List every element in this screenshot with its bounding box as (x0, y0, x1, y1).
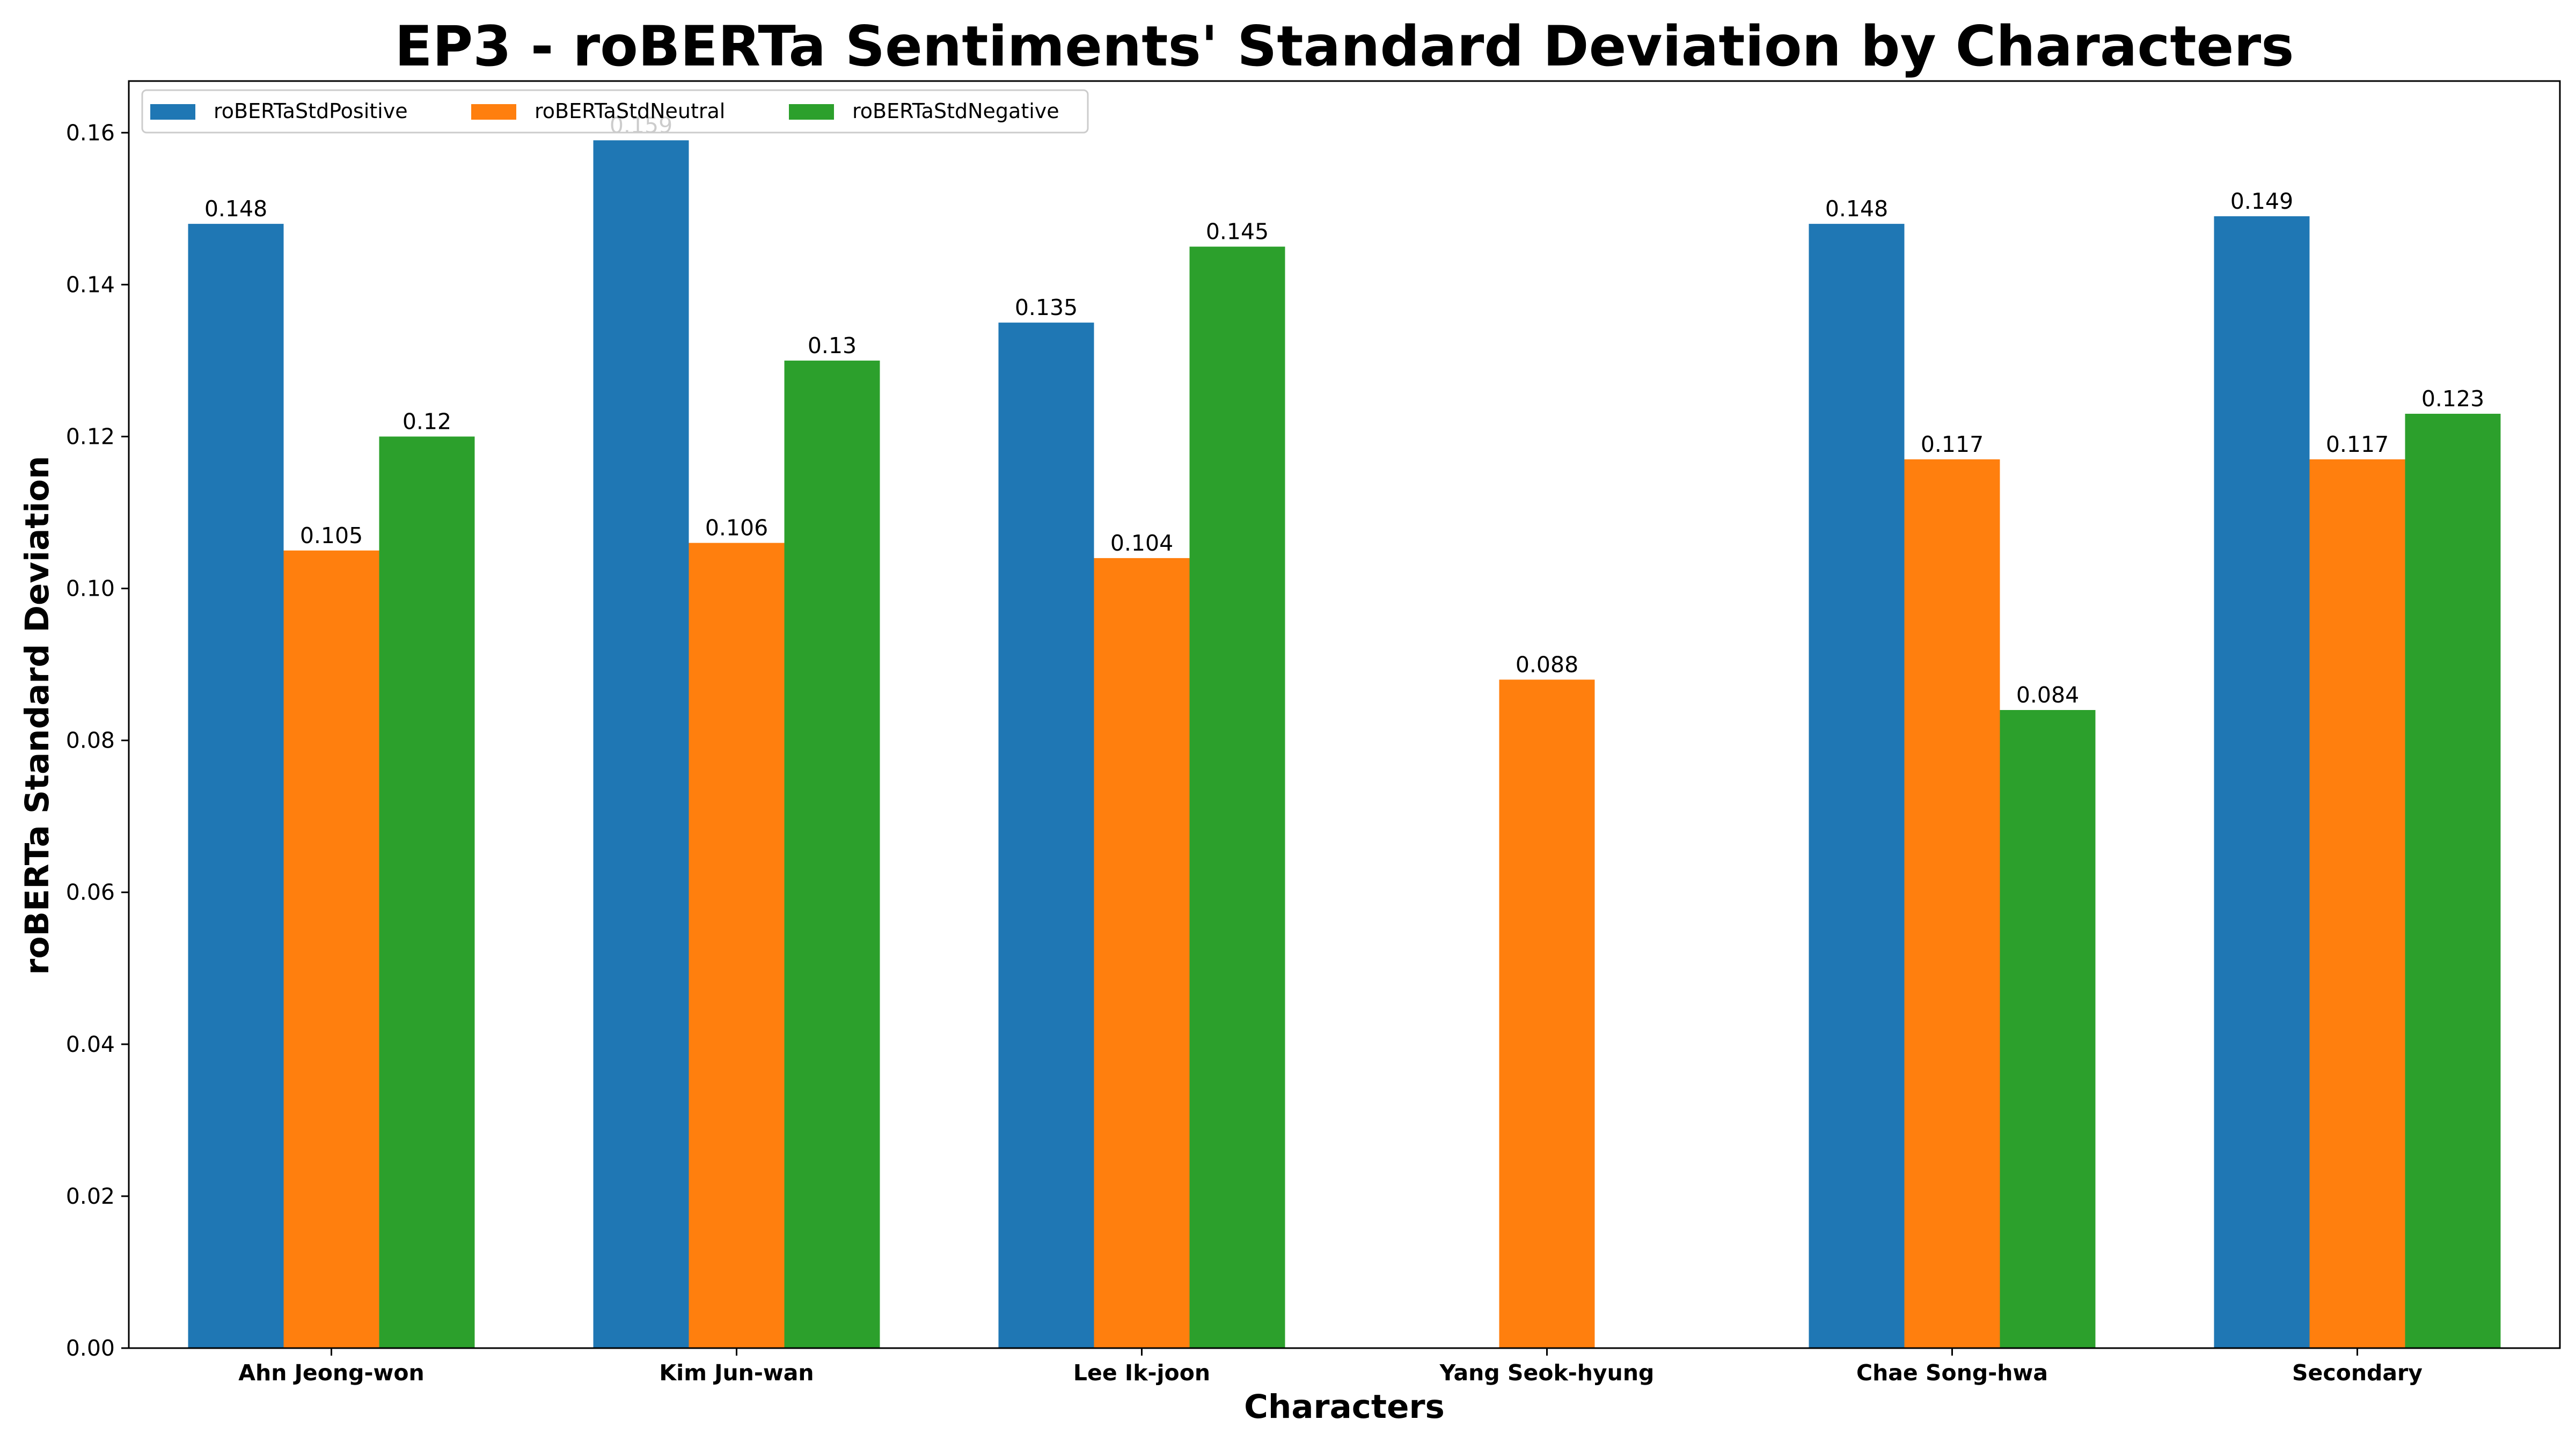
plot-area: 0.1480.1590.1350.1480.1490.1050.1060.104… (66, 80, 2561, 1386)
data-label-roBERTaStdPositive-2: 0.135 (1015, 295, 1078, 320)
bar-roBERTaStdNeutral-4 (1904, 459, 2000, 1349)
legend-swatch-roBERTaStdNegative (789, 104, 834, 120)
bar-roBERTaStdPositive-5 (2214, 216, 2310, 1349)
bar-roBERTaStdNegative-5 (2405, 413, 2501, 1348)
bar-roBERTaStdPositive-2 (998, 323, 1094, 1349)
x-tick-label-3: Yang Seok-hyung (1439, 1360, 1655, 1386)
axes-frame (128, 80, 2561, 1349)
bar-roBERTaStdNeutral-1 (689, 543, 785, 1349)
data-label-roBERTaStdNeutral-3: 0.088 (1516, 652, 1578, 677)
legend-box (141, 89, 1089, 134)
chart-title: EP3 - roBERTa Sentiments' Standard Devia… (394, 14, 2294, 79)
legend-swatch-roBERTaStdPositive (150, 104, 195, 120)
x-tick-label-2: Lee Ik-joon (1073, 1360, 1210, 1386)
bar-roBERTaStdNegative-4 (2000, 710, 2096, 1348)
data-label-roBERTaStdNegative-5: 0.123 (2421, 386, 2484, 412)
y-tick-label-2: 0.04 (66, 1031, 115, 1057)
y-tick-label-3: 0.06 (66, 880, 115, 905)
data-label-roBERTaStdNegative-1: 0.13 (808, 333, 857, 358)
legend-label-roBERTaStdNeutral: roBERTaStdNeutral (535, 99, 725, 123)
bar-roBERTaStdNegative-0 (379, 436, 475, 1348)
legend: roBERTaStdPositive roBERTaStdNeutral roBER… (141, 89, 1089, 134)
data-label-roBERTaStdNeutral-0: 0.105 (300, 523, 363, 548)
y-axis-label: roBERTa Standard Deviation (18, 456, 56, 975)
y-tick-label-6: 0.12 (66, 423, 115, 449)
legend-label-roBERTaStdNegative: roBERTaStdNegative (852, 99, 1059, 123)
bar-roBERTaStdNeutral-5 (2309, 459, 2405, 1349)
data-label-roBERTaStdNeutral-2: 0.104 (1110, 530, 1173, 556)
x-tick-label-5: Secondary (2292, 1360, 2423, 1386)
x-axis-label: Characters (1244, 1388, 1445, 1426)
data-label-roBERTaStdNeutral-5: 0.117 (2326, 431, 2389, 457)
bar-roBERTaStdPositive-0 (188, 224, 284, 1348)
x-tick-label-4: Chae Song-hwa (1856, 1360, 2048, 1386)
data-label-roBERTaStdPositive-0: 0.148 (204, 196, 267, 222)
data-label-roBERTaStdNegative-2: 0.145 (1206, 219, 1269, 245)
data-label-roBERTaStdNeutral-4: 0.117 (1921, 431, 1984, 457)
bar-roBERTaStdNeutral-3 (1499, 679, 1595, 1348)
y-tick-label-4: 0.08 (66, 728, 115, 753)
x-tick-label-0: Ahn Jeong-won (238, 1360, 424, 1386)
y-tick-label-7: 0.14 (66, 272, 115, 297)
bar-roBERTaStdNeutral-0 (283, 550, 379, 1348)
bar-roBERTaStdPositive-1 (593, 140, 689, 1348)
data-label-roBERTaStdNegative-4: 0.084 (2016, 682, 2079, 708)
legend-swatch-roBERTaStdNeutral (471, 104, 516, 120)
data-label-roBERTaStdNeutral-1: 0.106 (705, 515, 768, 541)
y-tick-label-0: 0.00 (66, 1335, 115, 1361)
bar-roBERTaStdNegative-1 (784, 360, 880, 1348)
x-tick-label-1: Kim Jun-wan (659, 1360, 814, 1386)
data-label-roBERTaStdNegative-0: 0.12 (402, 408, 451, 434)
bar-roBERTaStdNegative-2 (1189, 246, 1285, 1348)
data-label-roBERTaStdPositive-4: 0.148 (1825, 196, 1888, 222)
data-label-roBERTaStdPositive-5: 0.149 (2230, 188, 2293, 214)
y-tick-label-5: 0.10 (66, 576, 115, 602)
bar-roBERTaStdNeutral-2 (1094, 558, 1190, 1348)
bar-roBERTaStdPositive-4 (1809, 224, 1905, 1348)
legend-label-roBERTaStdPositive: roBERTaStdPositive (214, 99, 408, 123)
y-tick-label-1: 0.02 (66, 1183, 115, 1209)
y-tick-label-8: 0.16 (66, 120, 115, 145)
